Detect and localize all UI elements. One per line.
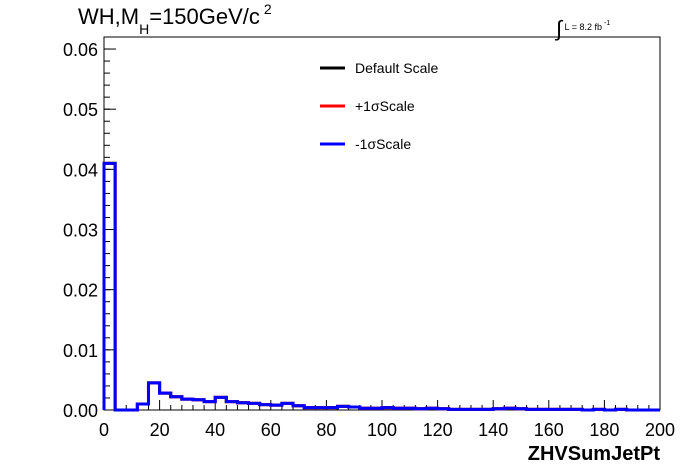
x-tick-label: 140	[478, 420, 508, 440]
y-axis-ticks: 0.00 0.01 0.02 0.03 0.04 0.05 0.06	[63, 36, 116, 421]
lumi-superscript: -1	[604, 20, 611, 27]
x-tick-label: 0	[99, 420, 109, 440]
series-layer	[102, 161, 660, 412]
x-axis-ticks: 0 20 40 60 80 100 120 140 160 180 200	[99, 400, 675, 440]
chart-title: WH,MH=150GeV/c 2	[78, 1, 272, 37]
title-subscript: H	[139, 21, 150, 37]
legend-label: +1σScale	[355, 98, 415, 114]
plot-frame	[103, 36, 661, 411]
luminosity-label: ∫ L = 8.2 fb -1	[556, 10, 611, 41]
y-tick-label: 0.01	[63, 341, 98, 361]
y-tick-label: 0.04	[63, 160, 98, 180]
y-tick-label: 0.02	[63, 281, 98, 301]
series-line-2	[102, 161, 660, 412]
x-tick-label: 200	[645, 420, 675, 440]
title-superscript: 2	[263, 1, 272, 17]
x-tick-label: 180	[589, 420, 619, 440]
title-main: WH,M	[78, 4, 140, 29]
legend-label: -1σScale	[355, 136, 411, 152]
y-tick-label: 0.03	[63, 221, 98, 241]
y-tick-label: 0.06	[63, 40, 98, 60]
x-tick-label: 120	[423, 420, 453, 440]
legend: Default Scale +1σScale -1σScale	[320, 60, 438, 152]
lumi-text: L = 8.2 fb	[564, 22, 602, 32]
y-tick-label: 0.00	[63, 401, 98, 421]
legend-label: Default Scale	[355, 60, 438, 76]
x-tick-label: 60	[261, 420, 281, 440]
x-tick-label: 160	[534, 420, 564, 440]
y-tick-label: 0.05	[63, 100, 98, 120]
x-axis-label: ZHVSumJetPt	[528, 443, 661, 465]
x-tick-label: 80	[316, 420, 336, 440]
series-line-0	[102, 161, 660, 412]
integral-icon: ∫	[556, 16, 563, 41]
x-tick-label: 100	[367, 420, 397, 440]
x-tick-label: 40	[205, 420, 225, 440]
title-rest: =150GeV/c	[149, 4, 260, 29]
x-tick-label: 20	[150, 420, 170, 440]
series-line-1	[102, 161, 660, 412]
